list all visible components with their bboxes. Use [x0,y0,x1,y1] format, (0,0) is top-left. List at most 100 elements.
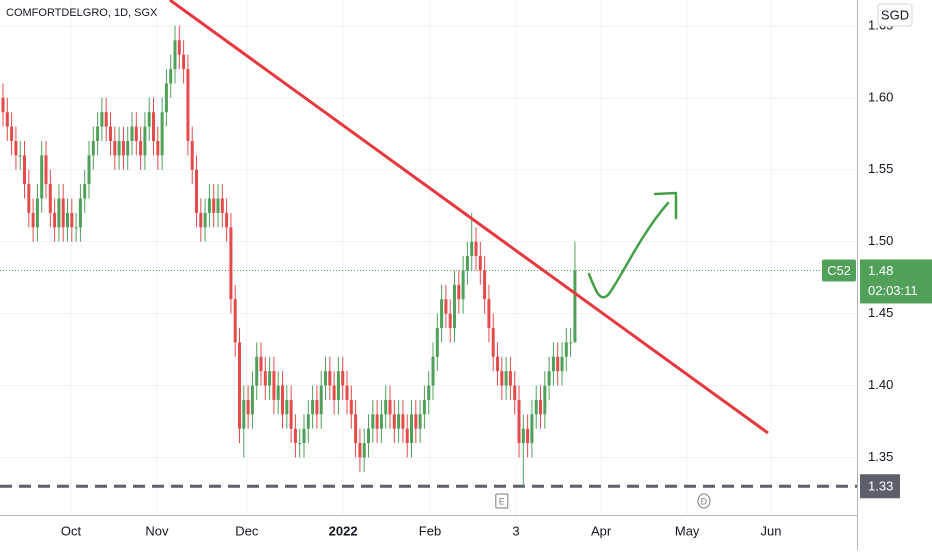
candle-body [14,140,18,156]
candle-body [448,313,452,328]
countdown: 02:03:11 [868,283,918,298]
candle-body [375,414,379,429]
candle-body [539,399,543,415]
candle-body [44,155,48,185]
candle-body [126,140,130,156]
candle-body [315,399,319,415]
candle-body [414,414,418,429]
candle-body [147,112,151,127]
candle-body [40,155,44,199]
event-label: E [499,496,505,506]
candle-body [173,40,177,70]
candle-body [388,399,392,415]
candle-body [547,371,551,386]
candle-body [48,184,52,213]
candle-body [319,385,323,415]
candle-body [483,270,487,300]
candle-body [78,198,82,228]
y-tick-label: 1.40 [868,377,893,392]
candle-body [362,443,366,458]
candle-body [336,371,340,400]
candle-body [379,414,383,429]
candle-body [169,69,173,84]
plot-area [0,0,857,515]
candle-body [354,414,358,444]
candle-body [521,428,525,444]
candle-body [311,399,315,415]
candle-body [121,140,125,156]
candle-body [397,414,401,429]
candle-body [246,399,250,415]
candle-body [87,155,91,185]
currency-label[interactable]: SGD [881,7,909,22]
candle-body [23,155,27,185]
candle-body [272,371,276,400]
candle-body [276,385,280,400]
candle-body [18,155,22,157]
candle-body [100,112,104,127]
candle-body [551,356,555,372]
last-price-box [860,259,932,304]
x-tick-label: Jun [761,523,782,538]
candle-body [182,54,186,70]
chart-title: COMFORTDELGRO, 1D, SGX [6,7,158,19]
hline-label: 1.33 [868,479,893,494]
ticker-box [822,259,856,282]
candle-body [422,399,426,415]
arrow-drawing [587,191,678,299]
candle-body [255,356,259,386]
candle-body [70,212,74,228]
candle-body [31,212,35,228]
candle-body [560,356,564,372]
candle-body [109,126,113,141]
candle-body [216,198,220,213]
x-tick-label: Nov [145,523,169,538]
candle-body [57,198,61,228]
candle-body [306,414,310,429]
candle-body [431,356,435,386]
candle-body [203,212,207,228]
candle-body [238,342,242,429]
currency-button[interactable] [877,3,913,27]
event-label: D [701,496,708,506]
candle-body [470,241,474,257]
x-tick-label: Apr [591,523,612,538]
hline-label-box [860,474,900,499]
candle-body [345,385,349,400]
candle-body [27,184,31,213]
candle-body [517,399,521,444]
candle-body [461,270,465,300]
x-tick-label: Feb [419,523,441,538]
candle-body [289,399,293,429]
candle-body [66,212,70,228]
candle-body [302,428,306,444]
candle-body [91,140,95,156]
candle-body [113,140,117,156]
event-marker [697,493,711,509]
candle-body [349,399,353,415]
candle-body [207,198,211,213]
candle-body [139,140,143,156]
candle-body [53,212,57,228]
candle-body [543,385,547,415]
candle-body [293,428,297,444]
candle-body [367,428,371,444]
x-tick-label: May [675,523,700,538]
candle-body [444,299,448,314]
candle-body [233,299,237,343]
candle-body [508,371,512,386]
y-tick-label: 1.60 [868,89,893,104]
candle-body [199,212,203,228]
candle-body [564,342,568,357]
candle-body [177,40,181,55]
candle-body [478,256,482,271]
y-tick-label: 1.55 [868,161,893,176]
candle-body [225,212,229,228]
candle-body [341,371,345,386]
candle-body [465,256,469,271]
candle-body [500,371,504,386]
candle-body [328,371,332,386]
candle-body [384,399,388,415]
candle-body [5,112,9,127]
